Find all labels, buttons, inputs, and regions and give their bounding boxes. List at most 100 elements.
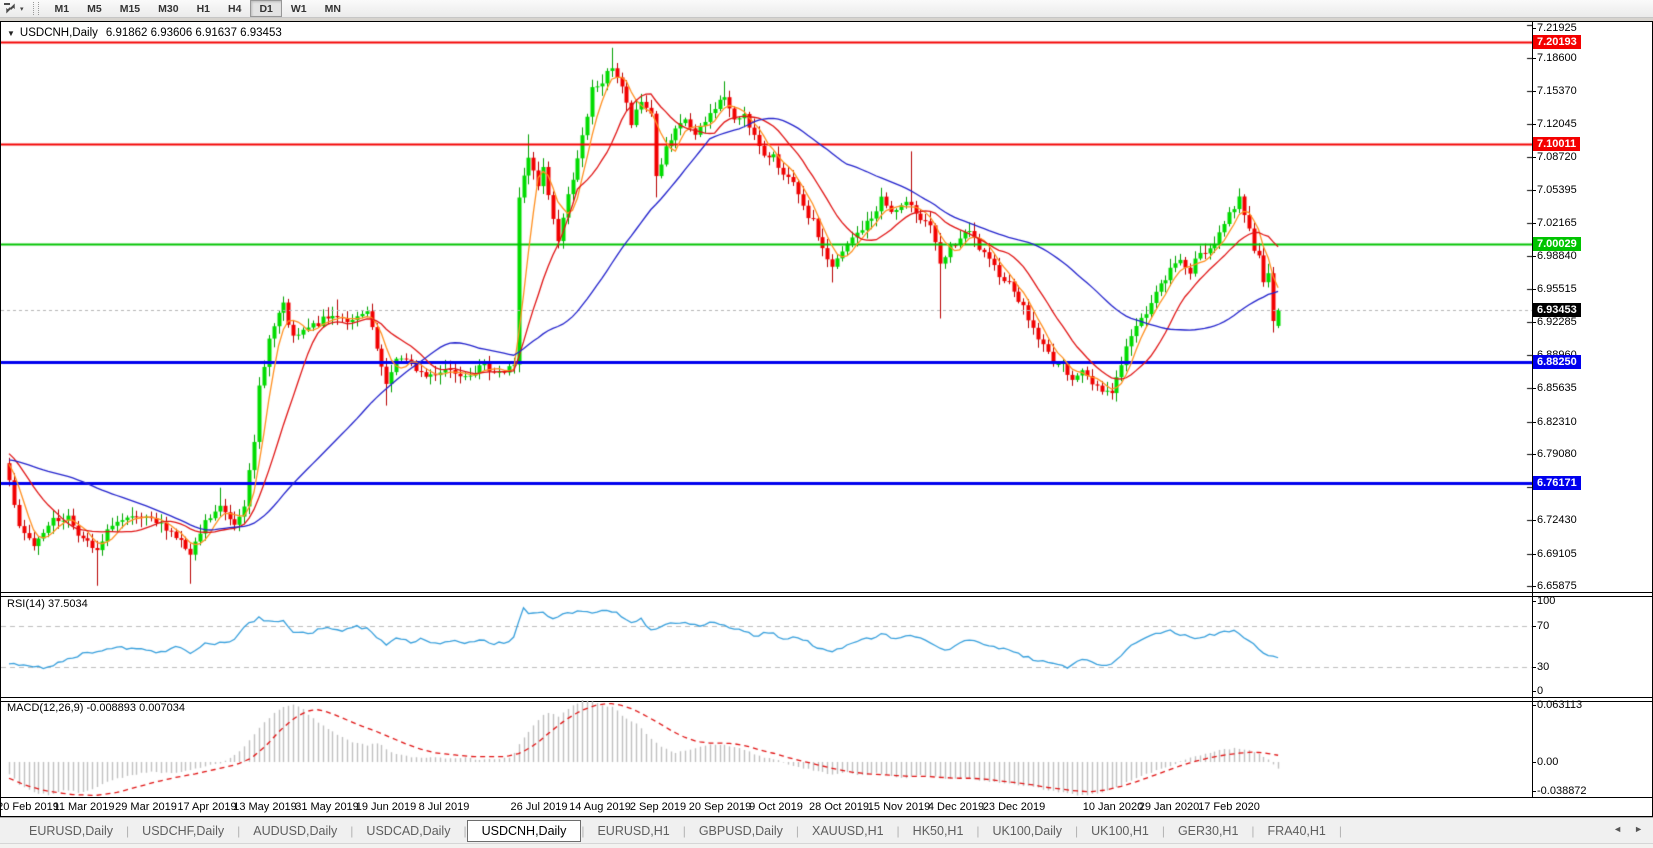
date-tick-label: 8 Jul 2019 [418, 801, 470, 813]
date-tick-label: 28 Oct 2019 [809, 801, 869, 813]
chart-window: ▼ USDCNH,Daily 6.91862 6.93606 6.91637 6… [0, 21, 1653, 817]
chart-tab-eurusd-daily[interactable]: EURUSD,Daily [29, 823, 114, 838]
date-tick-label: 17 Feb 2020 [1198, 801, 1260, 813]
price-level-badge: 6.88250 [1533, 355, 1581, 370]
timeframe-button-M30[interactable]: M30 [158, 2, 179, 15]
macd-values: -0.008893 0.007034 [86, 702, 185, 714]
tab-divider: | [463, 823, 467, 838]
tab-divider: | [1075, 823, 1079, 838]
date-tick-label: 20 Feb 2019 [0, 801, 59, 813]
tab-divider: | [1338, 823, 1343, 838]
date-tick-label: 9 Oct 2019 [749, 801, 803, 813]
timeframe-button-H4[interactable]: H4 [228, 2, 242, 15]
time-axis-border [1, 797, 1652, 798]
chart-tab-uk100-h1[interactable]: UK100,H1 [1091, 823, 1149, 838]
date-tick-label: 10 Jan 2020 [1082, 801, 1144, 813]
chart-tab-gbpusd-daily[interactable]: GBPUSD,Daily [698, 823, 783, 838]
tab-divider: | [976, 823, 980, 838]
price-level-badge: 7.20193 [1533, 35, 1581, 50]
tab-divider: | [237, 823, 241, 838]
date-tick-label: 20 Sep 2019 [688, 801, 752, 813]
rsi-canvas[interactable] [1, 595, 1532, 697]
time-axis[interactable]: 20 Feb 2019 11 Mar 2019 29 Mar 2019 17 Apr … [0, 798, 1652, 816]
chart-tab-audusd-daily[interactable]: AUDUSD,Daily [253, 823, 338, 838]
rsi-value: 37.5034 [47, 598, 88, 610]
macd-pane: MACD(12,26,9) -0.008893 0.007034 [1, 700, 1652, 797]
tab-scroll-left-button[interactable]: ◄ [1613, 824, 1623, 834]
price-tick-label: 7.18600 [1532, 52, 1577, 65]
price-tick-label: 6.92285 [1532, 315, 1577, 328]
price-chart-canvas[interactable] [1, 22, 1532, 592]
symbol-dropdown-icon[interactable]: ▼ [7, 28, 15, 38]
timeframe-button-MN[interactable]: MN [324, 2, 341, 15]
timeframe-button-M1[interactable]: M1 [54, 2, 70, 15]
chart-arrange-caret-icon[interactable]: ▾ [20, 5, 24, 13]
price-tick-label: 6.95515 [1532, 283, 1577, 296]
price-axis-border [1532, 22, 1533, 798]
rsi-tick-label: 70 [1531, 620, 1550, 632]
chart-tab-ger30-h1[interactable]: GER30,H1 [1177, 823, 1239, 838]
chart-ohlc-values: 6.91862 6.93606 6.91637 6.93453 [105, 27, 282, 39]
date-tick-label: 19 Jun 2019 [355, 801, 417, 813]
chart-arrange-icon[interactable] [0, 1, 20, 17]
rsi-pane: RSI(14) 37.5034 [1, 595, 1652, 697]
price-tick-label: 7.21925 [1532, 22, 1577, 34]
timeframe-button-M5[interactable]: M5 [87, 2, 102, 15]
chart-tab-fra40-h1[interactable]: FRA40,H1 [1267, 823, 1326, 838]
chart-tab-uk100-daily[interactable]: UK100,Daily [992, 823, 1063, 838]
macd-label: MACD(12,26,9) -0.008893 0.007034 [7, 702, 185, 714]
price-tick-label: 6.79080 [1532, 447, 1577, 460]
price-tick-label: 7.02165 [1532, 216, 1577, 229]
price-tick-label: 6.82310 [1532, 415, 1577, 428]
tab-divider: | [581, 823, 585, 838]
date-tick-label: 29 Jan 2020 [1138, 801, 1200, 813]
chart-tab-usdcnh-daily[interactable]: USDCNH,Daily [466, 819, 582, 842]
chart-tab-bar: EURUSD,Daily | USDCHF,Daily | AUDUSD,Daily | U… [0, 817, 1653, 843]
macd-tick-label: 0.063113 [1531, 699, 1583, 711]
chart-tab-usdchf-daily[interactable]: USDCHF,Daily [142, 823, 225, 838]
price-level-badge: 7.10011 [1533, 137, 1581, 152]
toolbar-grip-handle[interactable] [32, 2, 39, 15]
status-strip [0, 843, 1653, 848]
tab-divider: | [350, 823, 354, 838]
tab-divider: | [896, 823, 900, 838]
date-tick-label: 4 Dec 2019 [927, 801, 985, 813]
price-tick-label: 7.05395 [1532, 184, 1577, 197]
tab-scroll-right-button[interactable]: ► [1634, 824, 1643, 834]
price-tick-label: 6.69105 [1532, 547, 1577, 560]
timeframe-button-H1[interactable]: H1 [196, 2, 211, 15]
price-level-badge: 6.76171 [1533, 475, 1581, 490]
rsi-name: RSI(14) [7, 598, 45, 610]
timeframe-button-M15[interactable]: M15 [119, 2, 141, 15]
chart-tab-usdcad-daily[interactable]: USDCAD,Daily [366, 823, 451, 838]
current-price-badge: 6.93453 [1533, 302, 1581, 317]
tab-divider: | [682, 823, 686, 838]
date-tick-label: 23 Dec 2019 [982, 801, 1046, 813]
timeframe-button-D1[interactable]: D1 [250, 0, 282, 17]
price-level-badge: 7.00029 [1533, 237, 1581, 252]
chart-arrange-icon-svg [3, 3, 15, 14]
date-tick-label: 17 Apr 2019 [177, 801, 237, 813]
timeframe-button-W1[interactable]: W1 [290, 2, 307, 15]
tab-divider: | [1251, 823, 1255, 838]
price-tick-label: 7.08720 [1532, 151, 1577, 164]
chart-tab-xauusd-h1[interactable]: XAUUSD,H1 [812, 823, 884, 838]
macd-tick-label: -0.038872 [1532, 785, 1587, 797]
macd-canvas[interactable] [1, 700, 1532, 797]
rsi-tick-label: 30 [1531, 661, 1550, 673]
chart-tab-eurusd-h1[interactable]: EURUSD,H1 [597, 823, 670, 838]
date-tick-label: 15 Nov 2019 [867, 801, 931, 813]
date-tick-label: 11 Mar 2019 [53, 801, 115, 813]
date-tick-label: 29 Mar 2019 [115, 801, 177, 813]
price-tick-label: 6.65875 [1532, 580, 1577, 592]
tab-divider: | [795, 823, 799, 838]
price-pane: ▼ USDCNH,Daily 6.91862 6.93606 6.91637 6… [1, 22, 1652, 592]
date-tick-label: 2 Sep 2019 [629, 801, 687, 813]
price-tick-label: 6.72430 [1532, 514, 1577, 527]
timeframe-buttons: M1 M5 M15 M30 H1 H4 D1 W1 MN [46, 0, 350, 17]
timeframe-toolbar: ▾ M1 M5 M15 M30 H1 H4 D1 W1 MN [0, 0, 1653, 18]
chart-tab-hk50-h1[interactable]: HK50,H1 [912, 823, 964, 838]
chart-symbol-period: USDCNH,Daily [19, 27, 98, 39]
date-tick-label: 13 May 2019 [233, 801, 297, 813]
